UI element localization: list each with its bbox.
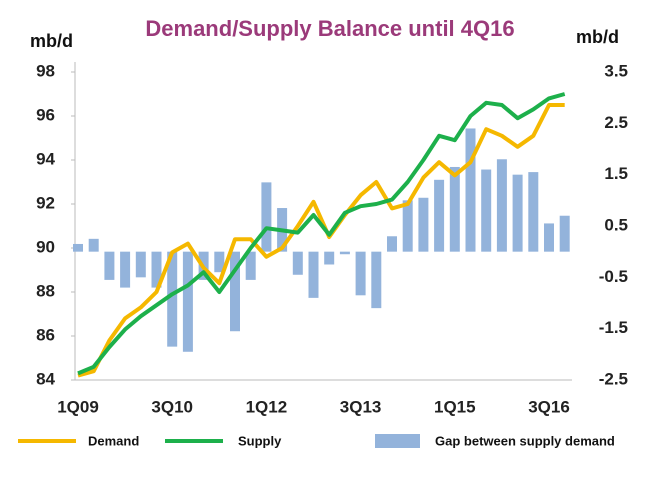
bar (512, 174, 523, 252)
x-tick-label: 1Q09 (57, 397, 99, 416)
bar (308, 251, 319, 298)
legend-label: Demand (88, 433, 139, 448)
bar (135, 251, 146, 278)
bar (73, 243, 83, 252)
bar (544, 223, 554, 252)
bar (434, 179, 445, 252)
legend-label: Gap between supply demand (435, 433, 615, 448)
y-tick-label: 88 (36, 281, 55, 300)
x-tick-label: 3Q16 (528, 397, 570, 416)
bar (230, 251, 240, 332)
bar (151, 251, 162, 288)
y2-tick-label: 3.5 (604, 61, 628, 80)
bar (528, 172, 539, 252)
y-tick-label: 86 (36, 325, 55, 344)
x-tick-label: 3Q13 (340, 397, 382, 416)
bar (324, 251, 335, 265)
y2-axis-label: mb/d (576, 27, 619, 47)
bar (88, 238, 99, 252)
line (77, 103, 565, 378)
bar (182, 251, 193, 352)
bar (465, 128, 476, 252)
bar (402, 200, 413, 252)
y-tick-label: 84 (36, 369, 55, 388)
legend-swatch (375, 434, 420, 448)
bar (481, 169, 492, 252)
bar (120, 251, 131, 288)
chart-title: Demand/Supply Balance until 4Q16 (145, 16, 514, 41)
bar (418, 197, 429, 252)
y2-tick-label: -0.5 (599, 267, 628, 286)
y2-tick-label: 0.5 (604, 215, 628, 234)
x-tick-label: 1Q15 (434, 397, 476, 416)
bar (214, 251, 225, 273)
bar (261, 182, 272, 252)
bar (245, 251, 256, 280)
y-tick-label: 94 (36, 149, 55, 168)
legend-label: Supply (238, 433, 282, 448)
bar (559, 215, 570, 252)
bar (371, 251, 382, 309)
y-tick-label: 98 (36, 61, 55, 80)
bar (292, 251, 303, 275)
x-tick-label: 1Q12 (246, 397, 288, 416)
y2-tick-label: -2.5 (599, 369, 628, 388)
y-axis-label: mb/d (30, 31, 73, 51)
bar (496, 159, 507, 252)
bar (449, 166, 460, 252)
y2-tick-label: 1.5 (604, 164, 628, 183)
line (77, 92, 566, 376)
bar (104, 251, 115, 280)
y-tick-label: 92 (36, 193, 55, 212)
bar (387, 236, 397, 252)
y-tick-label: 96 (36, 105, 55, 124)
bar (355, 251, 366, 296)
bar (339, 251, 350, 255)
y-tick-label: 90 (36, 237, 55, 256)
x-tick-label: 3Q10 (151, 397, 193, 416)
bar (167, 251, 178, 347)
y2-tick-label: -1.5 (599, 318, 628, 337)
y2-tick-label: 2.5 (604, 113, 628, 132)
